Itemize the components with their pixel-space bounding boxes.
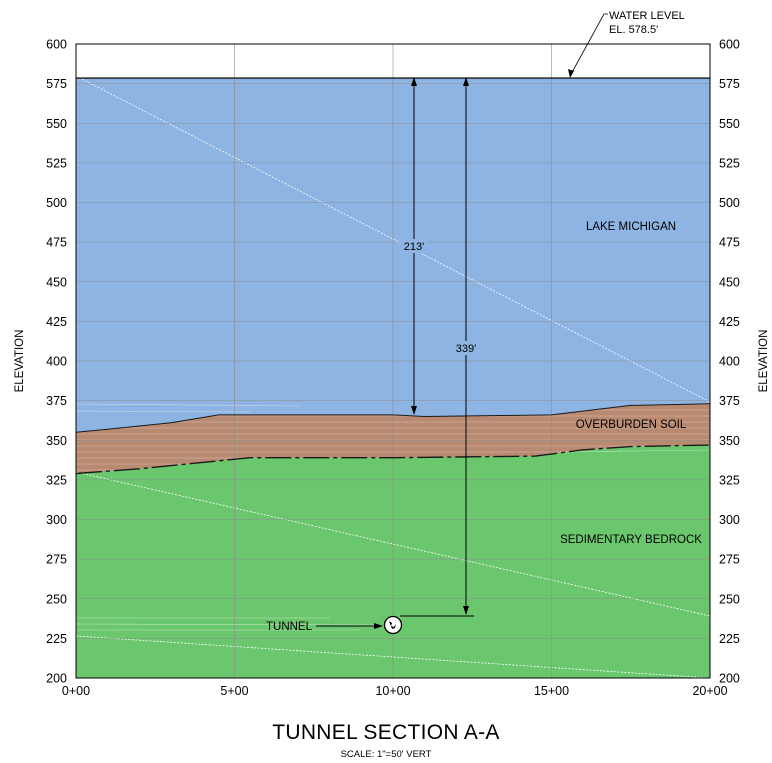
y-tick-label-left: 225 bbox=[46, 632, 67, 646]
y-tick-label-left: 525 bbox=[46, 156, 67, 170]
water-level-callout: WATER LEVEL EL. 578.5' bbox=[568, 10, 685, 78]
tunnel-callout: TUNNEL bbox=[266, 621, 383, 633]
y-tick-label-right: 375 bbox=[719, 394, 740, 408]
scale-note: SCALE: 1"=50' VERT bbox=[340, 749, 432, 760]
tunnel-label: TUNNEL bbox=[266, 621, 313, 633]
water-level-label: WATER LEVEL bbox=[609, 10, 685, 22]
x-tick-label: 5+00 bbox=[220, 684, 248, 698]
y-tick-label-right: 550 bbox=[719, 117, 740, 131]
tunnel-symbol bbox=[383, 615, 403, 635]
y-tick-label-right: 400 bbox=[719, 355, 740, 369]
y-tick-label-right: 350 bbox=[719, 434, 740, 448]
y-axis-left: 600 575 550 525 500 475 450 425 400 375 350 325 300 2… bbox=[46, 38, 67, 686]
y-axis-label-right: ELEVATION bbox=[758, 330, 770, 393]
y-tick-label-left: 275 bbox=[46, 553, 67, 567]
y-tick-label-right: 425 bbox=[719, 315, 740, 329]
y-tick-label-right: 225 bbox=[719, 632, 740, 646]
y-tick-label-right: 325 bbox=[719, 473, 740, 487]
lake-depth-value: 213' bbox=[404, 241, 424, 253]
y-tick-label-right: 525 bbox=[719, 156, 740, 170]
overburden-label: OVERBURDEN SOIL bbox=[576, 419, 687, 431]
y-tick-label-right: 450 bbox=[719, 275, 740, 289]
reference-lines bbox=[75, 75, 711, 679]
texture-lines bbox=[75, 403, 711, 631]
y-tick-label-left: 350 bbox=[46, 434, 67, 448]
x-tick-label: 0+00 bbox=[62, 684, 90, 698]
y-tick-label-left: 600 bbox=[46, 38, 67, 52]
x-tick-label: 10+00 bbox=[375, 684, 410, 698]
y-tick-label-left: 450 bbox=[46, 275, 67, 289]
y-tick-label-left: 400 bbox=[46, 355, 67, 369]
y-tick-label-left: 425 bbox=[46, 315, 67, 329]
x-axis: 0+00 5+00 10+00 15+00 20+00 bbox=[62, 684, 728, 698]
y-tick-label-left: 550 bbox=[46, 117, 67, 131]
soil-bottom-boundary bbox=[75, 444, 711, 475]
y-tick-label-left: 250 bbox=[46, 592, 67, 606]
tunnel-depth-dimension: 339' bbox=[400, 77, 480, 617]
y-tick-label-right: 250 bbox=[719, 592, 740, 606]
y-tick-label-left: 500 bbox=[46, 196, 67, 210]
bedrock-label: SEDIMENTARY BEDROCK bbox=[560, 534, 702, 546]
x-tick-label: 15+00 bbox=[534, 684, 569, 698]
y-tick-label-right: 575 bbox=[719, 77, 740, 91]
y-tick-label-right: 500 bbox=[719, 196, 740, 210]
water-level-elevation: EL. 578.5' bbox=[609, 24, 658, 36]
y-tick-label-left: 325 bbox=[46, 473, 67, 487]
y-axis-label-left: ELEVATION bbox=[14, 330, 26, 393]
x-tick-label: 20+00 bbox=[692, 684, 727, 698]
soil-top-boundary bbox=[75, 403, 711, 433]
y-tick-label-right: 600 bbox=[719, 38, 740, 52]
y-tick-label-left: 575 bbox=[46, 77, 67, 91]
y-axis-right: 600 575 550 525 500 475 450 425 400 375 350 325 300 2… bbox=[719, 38, 740, 686]
y-tick-label-left: 475 bbox=[46, 236, 67, 250]
y-tick-label-right: 300 bbox=[719, 513, 740, 527]
lake-depth-dimension: 213' bbox=[400, 77, 428, 415]
plot-frame bbox=[75, 43, 711, 679]
tunnel-depth-value: 339' bbox=[456, 343, 476, 355]
y-tick-label-right: 200 bbox=[719, 672, 740, 686]
y-tick-label-left: 200 bbox=[46, 672, 67, 686]
y-tick-label-left: 375 bbox=[46, 394, 67, 408]
y-tick-label-right: 275 bbox=[719, 553, 740, 567]
y-tick-label-right: 475 bbox=[719, 236, 740, 250]
section-title: TUNNEL SECTION A-A bbox=[272, 721, 500, 744]
y-tick-label-left: 300 bbox=[46, 513, 67, 527]
lake-label: LAKE MICHIGAN bbox=[586, 221, 676, 233]
